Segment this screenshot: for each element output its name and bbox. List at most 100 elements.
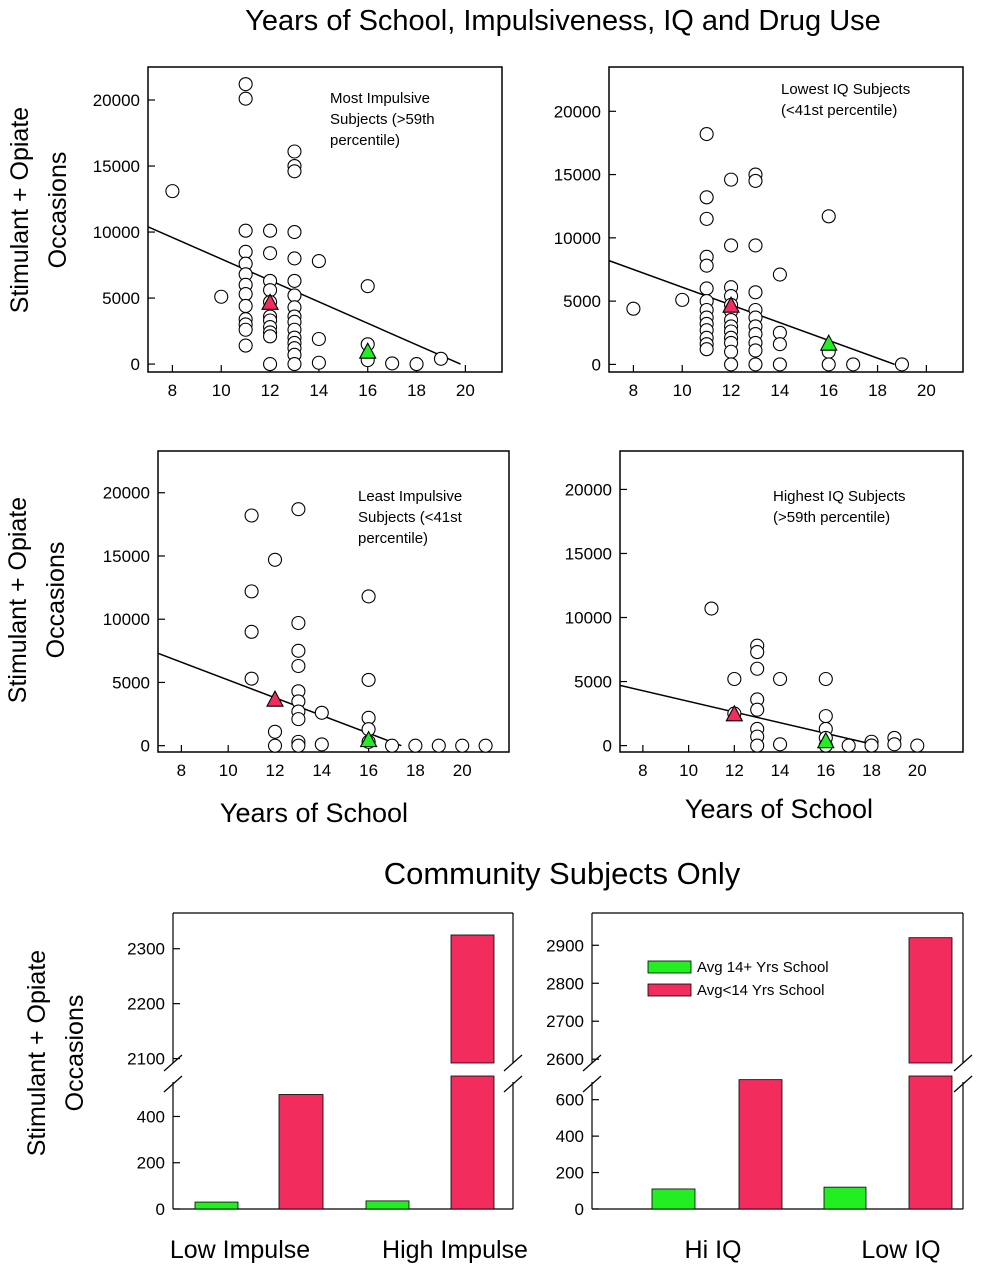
y-tick-label: 2100: [127, 1050, 165, 1069]
axis-break-mark: [953, 1075, 973, 1093]
axis-break-mark: [163, 1054, 183, 1072]
x-tick-label: 8: [638, 761, 647, 780]
data-point: [244, 624, 259, 639]
y-tick-label: 20000: [554, 102, 601, 121]
y-tick-label: 2900: [546, 936, 584, 955]
x-tick-label: 16: [358, 381, 377, 400]
data-point: [287, 273, 302, 288]
y-tick-label: 2200: [127, 995, 165, 1014]
mean-marker-under-14: [261, 293, 279, 310]
data-point: [287, 288, 302, 303]
x-tick-label: 12: [261, 381, 280, 400]
bar-ylabel-line2: Occasions: [61, 995, 89, 1112]
data-point: [773, 671, 788, 687]
bar-ylabel: Stimulant + Opiate Occasions: [23, 950, 89, 1156]
scatter-ylabel-top-line2: Occasions: [44, 152, 72, 269]
mean-marker-14-plus: [358, 342, 377, 359]
data-point: [478, 738, 493, 753]
category-label: Hi IQ: [685, 1236, 742, 1264]
data-point: [263, 357, 278, 372]
y-tick-label: 600: [556, 1091, 584, 1110]
data-point: [385, 356, 400, 371]
bar: [738, 1079, 783, 1210]
data-point: [724, 344, 739, 359]
x-tick-label: 18: [868, 381, 887, 400]
x-tick-label: 16: [816, 761, 835, 780]
axis-break-mark: [582, 1054, 602, 1072]
x-tick-label: 16: [819, 381, 838, 400]
data-point: [291, 643, 306, 658]
y-tick-label: 15000: [103, 547, 150, 566]
bar: [365, 1200, 410, 1210]
y-tick-label: 400: [556, 1127, 584, 1146]
mean-marker-14-plus: [819, 333, 838, 351]
axis-break-mark: [582, 1075, 602, 1093]
data-point: [750, 661, 765, 676]
mean-marker-under-14: [266, 689, 284, 707]
scatter-ylabel-bottom: Stimulant + Opiate Occasions: [4, 497, 70, 703]
category-label: Low IQ: [861, 1236, 940, 1264]
y-tick-label: 5000: [563, 292, 601, 311]
data-point: [699, 281, 714, 296]
data-point: [821, 209, 836, 224]
data-point: [263, 329, 278, 344]
bar-upper-segment: [450, 934, 495, 1064]
panel-annotation: Least Impulsive: [358, 488, 462, 505]
data-point: [244, 508, 259, 523]
data-point: [699, 342, 714, 357]
bar: [651, 1188, 696, 1210]
data-point: [699, 258, 714, 273]
data-point: [238, 287, 253, 302]
data-point: [821, 357, 836, 372]
bar: [908, 1075, 953, 1210]
y-tick-label: 10000: [93, 223, 140, 242]
bar: [823, 1186, 867, 1210]
x-tick-label: 14: [309, 381, 328, 400]
data-point: [291, 712, 306, 727]
panel-annotation: Lowest IQ Subjects: [781, 81, 910, 98]
x-tick-label: 18: [407, 381, 426, 400]
data-point: [699, 127, 714, 142]
panel-annotation: percentile): [330, 132, 400, 149]
data-point: [864, 738, 879, 753]
data-point: [724, 238, 739, 253]
data-point: [291, 738, 306, 753]
y-tick-label: 2600: [546, 1050, 584, 1069]
data-point: [750, 702, 765, 717]
y-tick-label: 5000: [102, 289, 140, 308]
data-point: [311, 355, 326, 370]
data-point: [267, 738, 283, 753]
legend-swatch-green: [647, 960, 692, 974]
category-label: Low Impulse: [170, 1236, 310, 1264]
data-point: [361, 672, 376, 687]
data-point: [409, 357, 424, 372]
bar-ylabel-line1: Stimulant + Opiate: [23, 950, 51, 1156]
scatter-ylabel-bottom-line2: Occasions: [42, 542, 70, 659]
y-tick-label: 5000: [112, 673, 150, 692]
data-point: [287, 144, 302, 159]
data-point: [287, 224, 302, 240]
y-tick-label: 15000: [93, 157, 140, 176]
scatter-panel-most-impulsive: 8 10 12 14 16 18 20 0 5000 10000 15000 20000 Most Im…: [93, 66, 503, 400]
y-tick-label: 0: [156, 1200, 165, 1219]
y-tick-label: 15000: [554, 166, 601, 185]
data-point: [267, 724, 283, 739]
data-point: [431, 738, 446, 753]
y-tick-label: 5000: [574, 673, 612, 692]
data-point: [910, 738, 925, 753]
data-point: [238, 298, 253, 314]
data-point: [704, 601, 719, 616]
data-point: [291, 658, 306, 674]
legend-label-red: Avg<14 Yrs School: [697, 982, 824, 999]
data-point: [772, 267, 787, 282]
regression-line: [147, 226, 461, 365]
y-tick-label: 2700: [546, 1012, 584, 1031]
x-tick-label: 10: [219, 761, 238, 780]
data-point: [772, 357, 787, 372]
data-point: [626, 301, 641, 316]
data-point: [238, 244, 253, 259]
panel-annotation: Most Impulsive: [330, 90, 430, 107]
data-point: [287, 357, 302, 372]
bar: [278, 1094, 324, 1210]
